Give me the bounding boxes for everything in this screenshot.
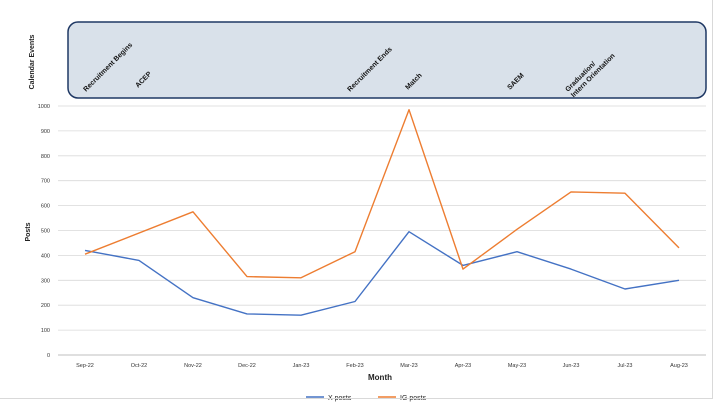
y-tick-label: 700 — [41, 179, 50, 185]
legend-entry: IG posts — [400, 395, 427, 402]
events-panel-label: Calendar Events — [29, 34, 36, 89]
series-line-ig-posts — [85, 110, 679, 278]
calendar-events-panel: Calendar Events Recruitment Begins ACEP Re… — [29, 22, 706, 99]
x-tick-label: Nov-22 — [184, 363, 202, 369]
x-tick-label: Feb-23 — [346, 363, 363, 369]
x-tick-label: Oct-22 — [131, 363, 148, 369]
x-tick-label: Mar-23 — [400, 363, 417, 369]
y-tick-label: 1000 — [38, 104, 50, 110]
y-tick-label: 500 — [41, 229, 50, 235]
x-axis-label: Month — [368, 373, 392, 382]
y-tick-label: 300 — [41, 278, 50, 284]
y-tick-label: 200 — [41, 303, 50, 309]
x-tick-label: Sep-22 — [76, 363, 94, 369]
x-tick-label: May-23 — [508, 363, 526, 369]
y-tick-label: 600 — [41, 204, 50, 210]
x-tick-label: Jul-23 — [618, 363, 633, 369]
x-tick-label: Dec-22 — [238, 363, 256, 369]
x-tick-label: Jan-23 — [293, 363, 310, 369]
y-tick-label: 900 — [41, 129, 50, 135]
x-tick-label: Aug-23 — [670, 363, 688, 369]
y-tick-label: 400 — [41, 253, 50, 259]
legend: X posts IG posts — [306, 395, 427, 402]
legend-entry: X posts — [328, 395, 352, 402]
x-tick-label: Apr-23 — [455, 363, 472, 369]
y-axis-label: Posts — [25, 222, 32, 241]
y-tick-label: 0 — [47, 353, 50, 359]
series-line-x-posts — [85, 232, 679, 316]
y-tick-label: 800 — [41, 154, 50, 160]
x-tick-label: Jun-23 — [563, 363, 580, 369]
y-tick-label: 100 — [41, 328, 50, 334]
